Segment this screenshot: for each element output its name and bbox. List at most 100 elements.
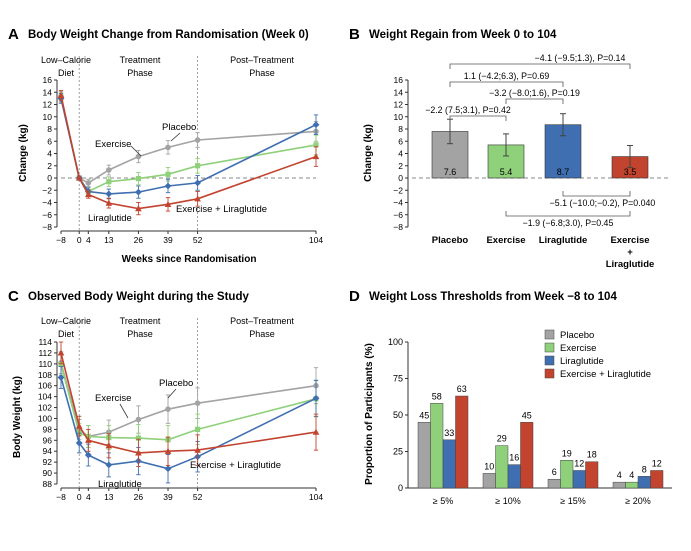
panel-d-category-label: ≥ 10% — [495, 496, 520, 506]
panel-d-legend-label-exercise: Exercise — [560, 343, 596, 354]
panel-a-point-combo — [164, 200, 172, 207]
panel-b-comparison-bracket — [505, 211, 631, 217]
panel-c-point-liraglutide — [164, 465, 172, 473]
panel-a-xtick-label: 26 — [134, 235, 144, 245]
panel-d-value-label: 4 — [629, 470, 634, 480]
panel-a-phase-diet-2: Diet — [58, 68, 75, 78]
panel-a-series-labels: Placebo Exercise Liraglutide Exercise + … — [88, 122, 267, 224]
panel-a-ytick-label: 0 — [47, 173, 52, 183]
panel-c-xtick-label: 4 — [86, 492, 91, 502]
panel-a-label-exercise: Exercise — [95, 139, 131, 150]
panel-a-label-liraglutide: Liraglutide — [88, 213, 132, 224]
panel-d: D Weight Loss Thresholds from Week −8 to… — [349, 288, 672, 506]
panel-a-point-liraglutide — [312, 121, 320, 129]
panel-d-value-label: 12 — [652, 458, 662, 468]
panel-c-phase-treat-2: Phase — [127, 329, 153, 339]
panel-a-xtick-label: 13 — [104, 235, 114, 245]
panel-c-letter: C — [8, 288, 19, 305]
panel-c: C Observed Body Weight during the Study … — [8, 288, 323, 502]
panel-c-point-placebo — [194, 400, 201, 406]
panel-d-value-label: 29 — [497, 434, 507, 444]
panel-d-value-label: 18 — [587, 450, 597, 460]
panel-a-ytick-label: −4 — [42, 198, 52, 208]
panel-c-xtick-label: 0 — [77, 492, 82, 502]
panel-c-label-combo: Exercise + Liraglutide — [190, 460, 281, 471]
panel-c-ytick-label: 92 — [43, 457, 53, 467]
panel-a-phase-treat-2: Phase — [127, 68, 153, 78]
panel-d-ytick-label: 25 — [393, 447, 403, 457]
panel-d-value-label: 4 — [617, 470, 622, 480]
panel-c-point-liraglutide — [84, 451, 92, 459]
panel-b-category-label: Liraglutide — [606, 259, 655, 270]
panel-a-label-placebo-leader — [170, 132, 181, 142]
panel-b-ytick-label: −8 — [393, 222, 403, 232]
panel-b-ytick-label: 0 — [398, 173, 403, 183]
panel-a-label-combo: Exercise + Liraglutide — [176, 204, 267, 215]
panel-b: B Weight Regain from Week 0 to 104 −8−6−… — [349, 26, 670, 270]
panel-c-label-placebo: Placebo — [159, 378, 193, 389]
panel-a-point-placebo — [135, 153, 142, 160]
panel-d-bar-exercise — [430, 403, 444, 489]
panel-c-phase-diet-2: Diet — [58, 329, 75, 339]
panel-a-phase-labels: Low–Calorie Diet Treatment Phase Post–Tr… — [41, 55, 294, 78]
panel-a-point-combo — [194, 195, 201, 202]
panel-a-point-combo — [105, 199, 113, 206]
panel-c-ylabel: Body Weight (kg) — [12, 376, 23, 458]
panel-d-legend-swatch-combo — [544, 368, 555, 379]
panel-a-ytick-label: −2 — [42, 185, 52, 195]
panel-c-ytick-label: 88 — [43, 479, 53, 489]
panel-c-ytick-label: 108 — [38, 370, 52, 380]
panel-d-bar-combo — [520, 422, 534, 489]
panel-d-legend-label-placebo: Placebo — [560, 330, 594, 341]
panel-a-ytick-label: 14 — [43, 87, 53, 97]
panel-c-label-placebo-leader — [167, 388, 177, 399]
panel-c-phase-post-1: Post–Treatment — [230, 316, 294, 326]
panel-d-legend-swatch-liraglutide — [544, 355, 555, 366]
panel-c-title: Observed Body Weight during the Study — [28, 291, 249, 303]
panel-a-point-placebo — [106, 167, 112, 173]
panel-c-ytick-label: 94 — [43, 446, 53, 456]
panel-c-ytick-label: 110 — [38, 359, 52, 369]
panel-a-point-liraglutide — [164, 182, 172, 190]
panel-d-legend: Placebo Exercise Liraglutide Exercise + Lir… — [544, 329, 651, 380]
panel-a-letter: A — [8, 26, 19, 43]
panel-a-xtick-label: −8 — [56, 235, 66, 245]
panel-d-bar-placebo — [482, 473, 496, 489]
panel-d-ytick-label: 75 — [393, 374, 403, 384]
panel-d-bar-combo — [650, 470, 664, 489]
panel-d-value-label: 8 — [642, 464, 647, 474]
panel-a-ytick-label: −8 — [42, 222, 52, 232]
panel-b-comparison-label: −1.9 (−6.8;3.0), P=0.45 — [523, 218, 614, 228]
panel-a-ytick-label: 8 — [47, 124, 52, 134]
panel-d-value-label: 45 — [522, 410, 532, 420]
panel-d-legend-label-combo: Exercise + Liraglutide — [560, 369, 651, 380]
panel-b-category-label: Exercise — [486, 235, 525, 246]
panel-b-ytick-label: −4 — [393, 198, 403, 208]
panel-c-point-combo — [135, 449, 142, 456]
panel-a: A Body Weight Change from Randomisation … — [8, 26, 323, 265]
panel-a-phase-treat-1: Treatment — [120, 55, 161, 65]
panel-c-ytick-label: 90 — [43, 468, 53, 478]
panel-c-point-placebo — [165, 406, 171, 412]
panel-a-ytick-label: 12 — [43, 100, 53, 110]
panel-a-point-liraglutide — [135, 188, 142, 196]
panel-d-bar-placebo — [417, 422, 431, 489]
panel-b-category-label: + — [627, 247, 633, 258]
panel-c-point-combo — [312, 428, 320, 435]
panel-c-xtick-label: 104 — [309, 492, 323, 502]
panel-b-ylabel: Change (kg) — [363, 124, 374, 182]
panel-b-comparison-label: −4.1 (−9.5;1.3), P=0.14 — [535, 53, 626, 63]
panel-b-ytick-label: −6 — [393, 210, 403, 220]
panel-c-ytick-label: 102 — [38, 403, 52, 413]
panel-a-point-placebo — [85, 180, 92, 186]
panel-d-category-label: ≥ 15% — [560, 496, 585, 506]
panel-a-title: Body Weight Change from Randomisation (W… — [28, 29, 309, 41]
panel-c-ytick-label: 98 — [43, 424, 53, 434]
panel-c-xtick-label: 39 — [163, 492, 173, 502]
panel-a-ytick-label: 6 — [47, 136, 52, 146]
panel-b-ytick-label: 4 — [398, 149, 403, 159]
